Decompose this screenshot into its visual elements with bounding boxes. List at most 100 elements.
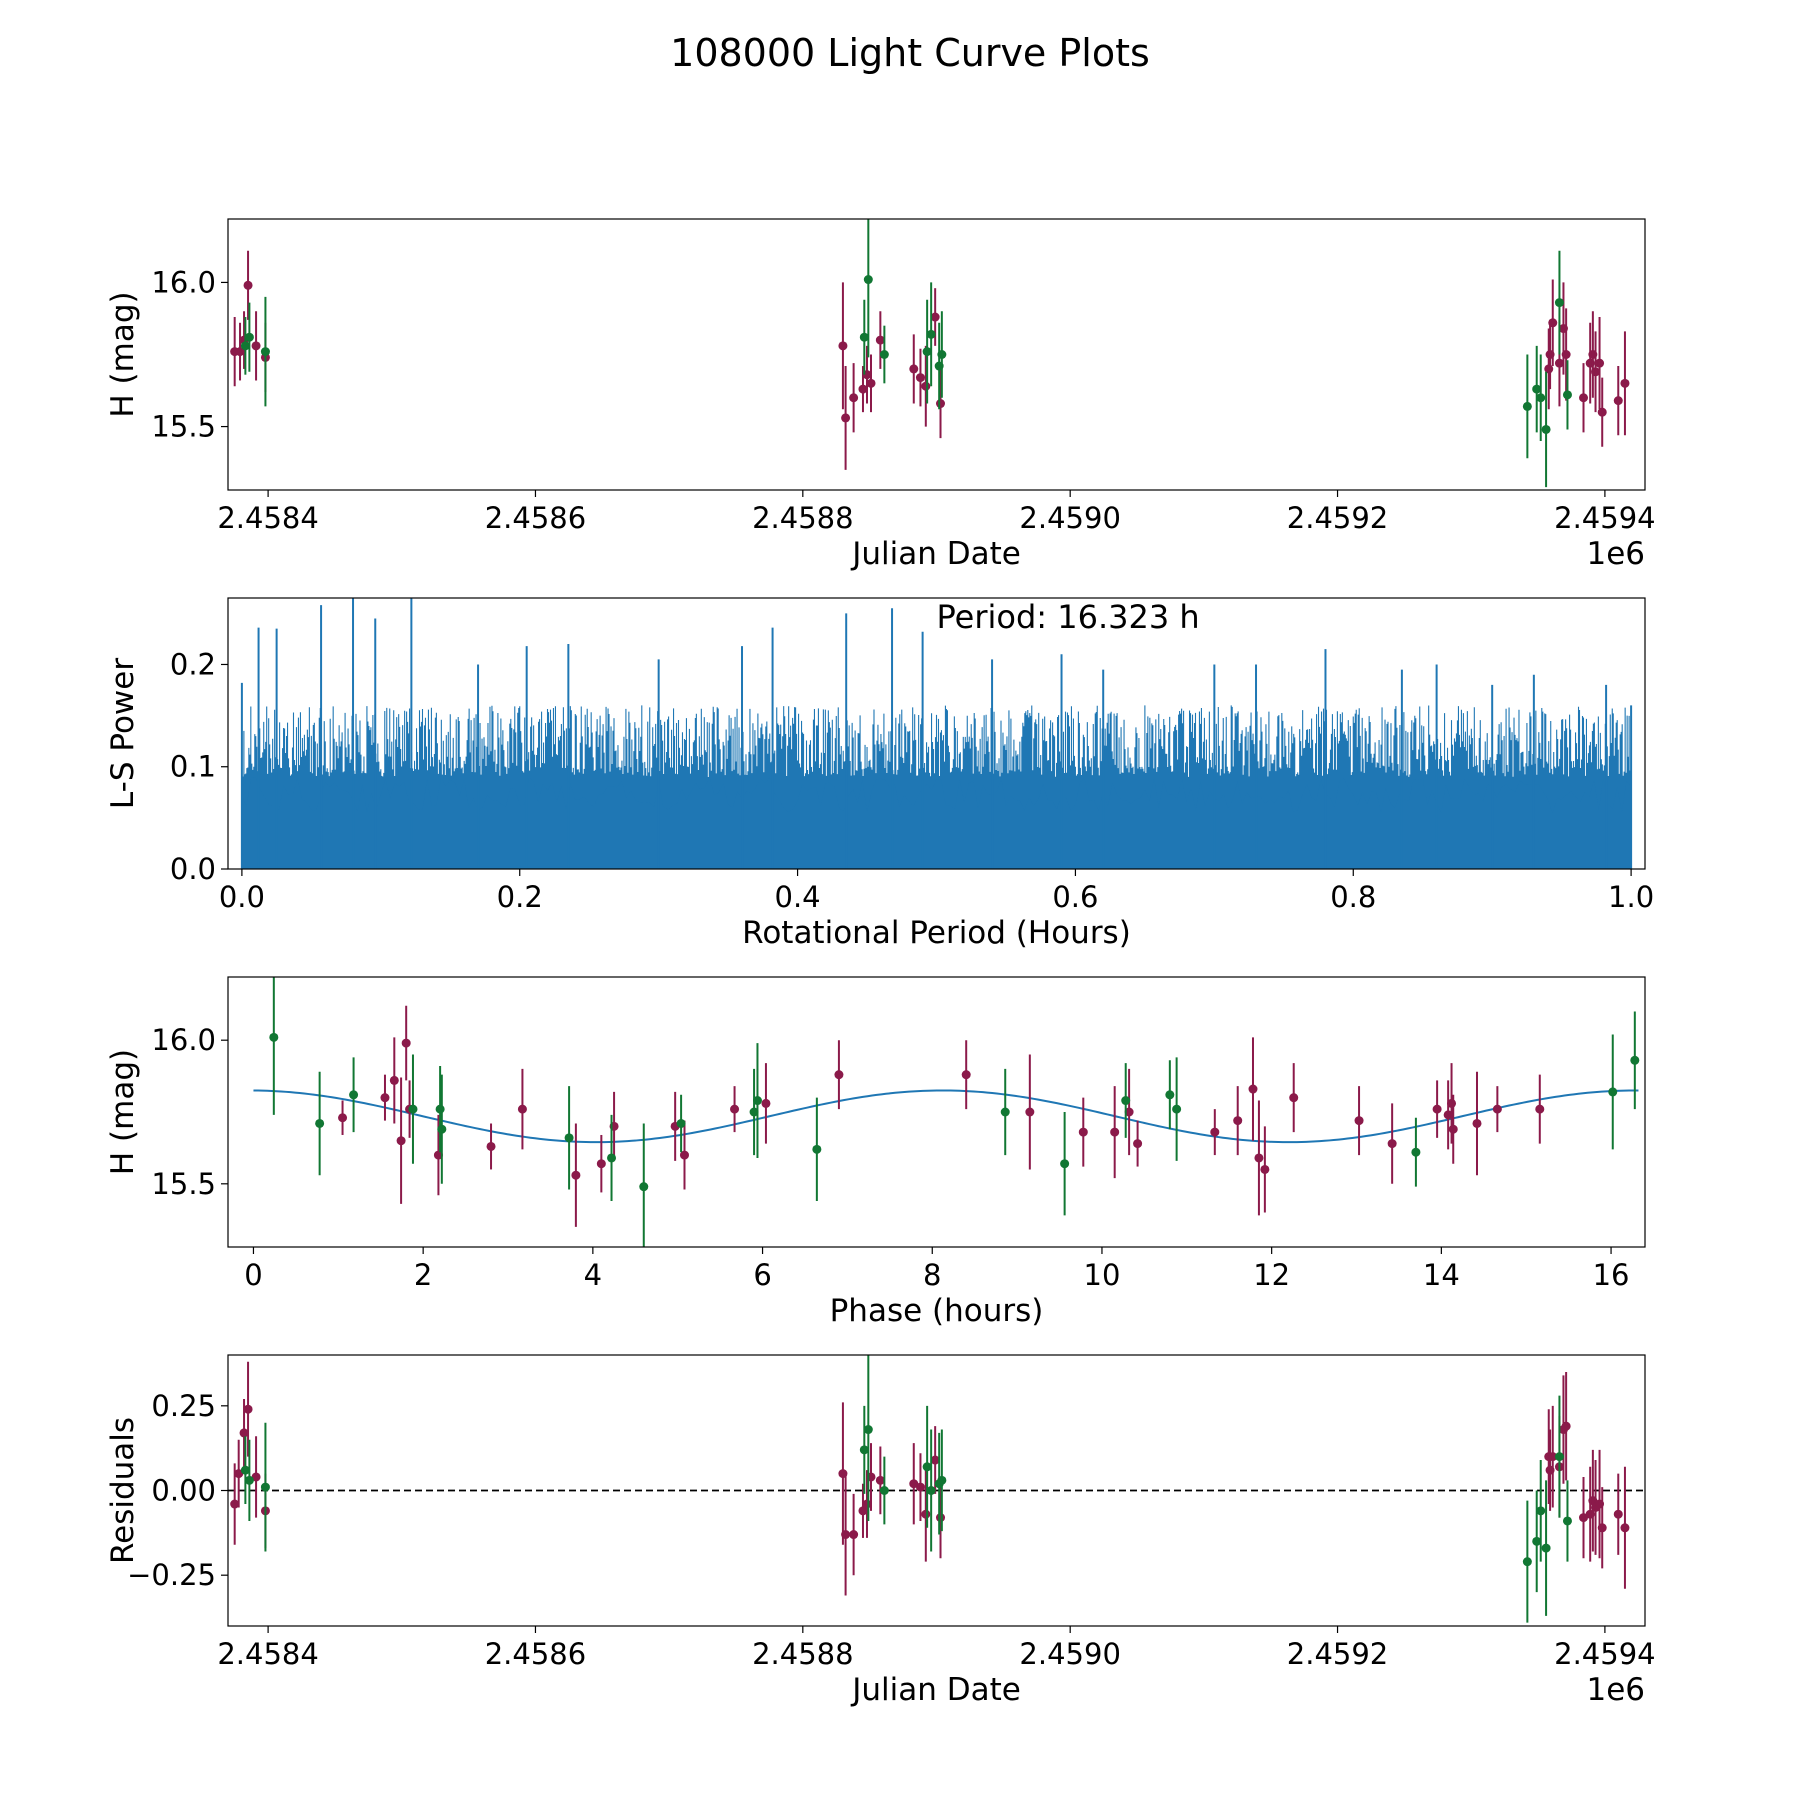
data-point	[1548, 318, 1558, 328]
data-point	[841, 413, 851, 423]
x-tick-label: 0	[244, 1258, 262, 1292]
data-point	[244, 1475, 254, 1485]
data-point	[752, 1096, 762, 1106]
y-axis-label: L-S Power	[105, 658, 141, 809]
data-point	[676, 1118, 686, 1128]
plot-frame	[227, 1354, 1646, 1627]
x-tick-label: 10	[1084, 1258, 1121, 1292]
y-tick-label: 0.2	[170, 647, 216, 681]
data-point	[859, 332, 869, 342]
data-point	[1472, 1118, 1482, 1128]
lightcurve-panel: 2.4584 2.4586 2.4588 2.4590 2.4592 2.4594 15.5…	[105, 218, 1656, 572]
data-point	[240, 1465, 250, 1475]
y-axis-label: Residuals	[105, 1417, 141, 1564]
data-point	[937, 1475, 947, 1485]
data-point	[749, 1107, 759, 1117]
data-point	[639, 1182, 649, 1192]
data-point	[269, 1032, 279, 1042]
data-layer	[253, 977, 1640, 1247]
x-tick-label: 2.4584	[217, 1637, 318, 1671]
data-point	[437, 1124, 447, 1134]
data-point	[243, 1404, 253, 1414]
y-tick-label: 16.0	[151, 265, 216, 299]
x-tick-label: 8	[923, 1258, 941, 1292]
data-point	[922, 1462, 932, 1472]
data-layer	[228, 1355, 1645, 1623]
data-point	[571, 1170, 581, 1180]
series-g	[269, 977, 1640, 1247]
x-axis-label: Julian Date	[850, 1672, 1021, 1708]
data-point	[922, 347, 932, 357]
data-point	[1233, 1116, 1243, 1126]
y-axis-label: H (mag)	[105, 1049, 141, 1175]
data-point	[1608, 1087, 1618, 1097]
y-tick-label: 0.0	[170, 852, 216, 886]
data-point	[380, 1093, 390, 1103]
data-point	[401, 1038, 411, 1048]
data-point	[730, 1104, 740, 1114]
data-point	[858, 1506, 868, 1516]
x-tick-label: 0.8	[1330, 880, 1376, 914]
data-point	[396, 1136, 406, 1146]
data-point	[1447, 1098, 1457, 1108]
data-point	[1492, 1104, 1502, 1114]
data-point	[564, 1133, 574, 1143]
plot-frame	[227, 597, 1646, 870]
data-point	[1620, 1523, 1630, 1533]
data-point	[879, 350, 889, 359]
x-tick-label: 0.6	[1052, 880, 1098, 914]
data-point	[1522, 401, 1532, 411]
data-point	[909, 1479, 919, 1489]
data-point	[1630, 1055, 1640, 1065]
data-point	[260, 347, 270, 357]
data-point	[930, 1455, 940, 1465]
series-r	[230, 1361, 1630, 1596]
series-r	[230, 250, 1630, 470]
data-point	[435, 1104, 445, 1114]
x-tick-label: 2.4590	[1019, 501, 1120, 535]
data-point	[260, 1482, 270, 1492]
data-point	[1254, 1153, 1264, 1163]
data-point	[1541, 1543, 1551, 1553]
data-point	[926, 329, 936, 339]
x-tick-label: 14	[1423, 1258, 1460, 1292]
data-layer	[240, 598, 1633, 869]
data-point	[936, 399, 946, 409]
data-point	[838, 341, 848, 351]
data-point	[1579, 1513, 1589, 1523]
data-point	[849, 393, 859, 403]
data-point	[1561, 350, 1571, 359]
data-point	[1535, 1104, 1545, 1114]
x-axis-label: Rotational Period (Hours)	[742, 915, 1131, 951]
data-point	[1554, 1452, 1564, 1462]
period-annotation: Period: 16.323 h	[937, 598, 1200, 636]
data-point	[936, 1513, 946, 1523]
x-tick-label: 2.4592	[1287, 501, 1388, 535]
data-point	[1591, 367, 1601, 377]
data-point	[921, 381, 931, 391]
data-point	[1411, 1147, 1421, 1157]
data-point	[1354, 1116, 1364, 1126]
data-point	[239, 1428, 249, 1438]
data-point	[517, 1104, 527, 1114]
data-point	[812, 1144, 822, 1154]
data-point	[234, 1469, 244, 1479]
data-point	[486, 1141, 496, 1151]
data-point	[1432, 1104, 1442, 1114]
data-point	[1165, 1090, 1175, 1100]
data-point	[1060, 1159, 1070, 1169]
data-point	[1579, 393, 1589, 403]
data-point	[251, 341, 261, 351]
data-point	[1613, 396, 1623, 406]
data-point	[408, 1104, 418, 1114]
plot-frame	[227, 976, 1646, 1248]
y-axis-label: H (mag)	[105, 291, 141, 417]
data-point	[1025, 1107, 1035, 1117]
data-point	[875, 335, 885, 345]
data-point	[875, 1475, 885, 1485]
data-point	[1133, 1139, 1143, 1149]
y-tick-label: 0.25	[151, 1389, 216, 1423]
data-point	[1597, 1523, 1607, 1533]
data-point	[1210, 1127, 1220, 1137]
plot-frame	[227, 218, 1646, 491]
